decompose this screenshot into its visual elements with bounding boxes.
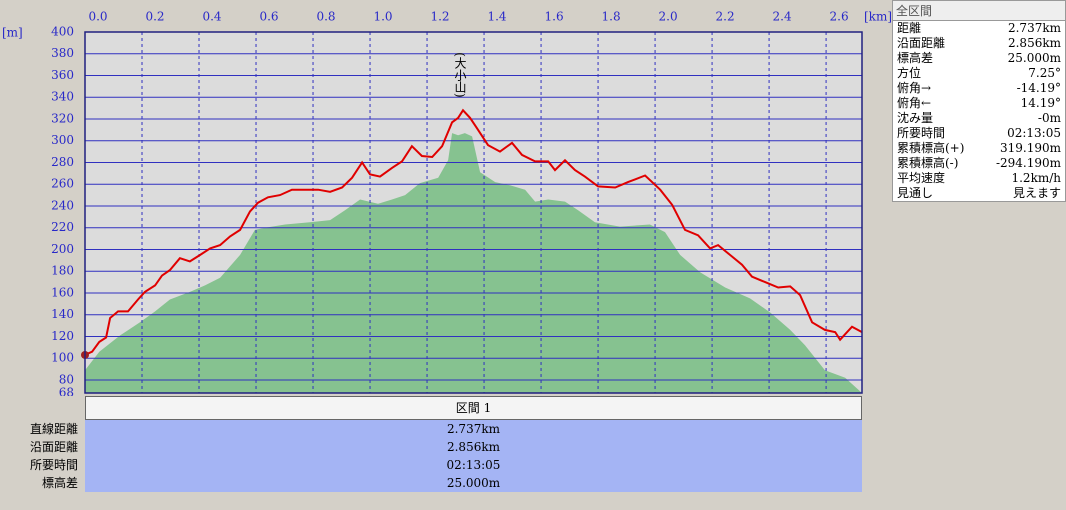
panel-label: 沈み量 xyxy=(897,111,934,125)
y-tick-label: 68 xyxy=(59,386,74,397)
x-tick-label: 0.4 xyxy=(202,10,221,24)
x-tick-label: 1.0 xyxy=(373,10,392,24)
y-tick-label: 100 xyxy=(51,351,74,365)
y-tick-label: 380 xyxy=(51,46,74,60)
panel-label: 平均速度 xyxy=(897,171,946,185)
panel-value: 25.000m xyxy=(1007,51,1061,65)
x-tick-label: 2.0 xyxy=(659,10,678,24)
panel-value: 1.2km/h xyxy=(1011,171,1061,185)
y-tick-label: 360 xyxy=(51,68,74,82)
x-tick-label: 1.2 xyxy=(430,10,449,24)
panel-label: 累積標高(-) xyxy=(897,156,959,170)
x-tick-label: 2.6 xyxy=(830,10,849,24)
side-panel: 全区間 距離 2.737km 沿面距離 2.856km 標高差 25.000m 方位 7.25°… xyxy=(892,0,1066,202)
panel-value: 2.856km xyxy=(1007,36,1061,50)
table-header: 区間 1 xyxy=(85,396,862,420)
y-tick-label: 260 xyxy=(51,177,74,191)
table-row: 沿面距離 2.856km xyxy=(0,438,864,456)
table-row: 標高差 25.000m xyxy=(0,474,864,492)
panel-title: 全区間 xyxy=(893,1,1065,21)
panel-value: 319.190m xyxy=(999,141,1061,155)
y-tick-label: 400 xyxy=(51,25,74,39)
panel-label: 方位 xyxy=(897,66,922,80)
panel-label: 見通し xyxy=(897,186,934,200)
y-tick-label: 320 xyxy=(51,111,74,125)
panel-row: 沈み量 -0m xyxy=(893,111,1065,126)
panel-value: 02:13:05 xyxy=(1007,126,1061,140)
x-tick-label: 0.8 xyxy=(316,10,335,24)
route-line xyxy=(84,108,863,356)
table-label: 所要時間 xyxy=(29,458,78,472)
panel-value: -14.19° xyxy=(1016,81,1061,95)
x-tick-label: 0.2 xyxy=(145,10,164,24)
x-tick-label: 0.6 xyxy=(259,10,278,24)
panel-label: 俯角← xyxy=(897,96,932,110)
x-tick-label: 0.0 xyxy=(88,10,107,24)
panel-row: 俯角→ -14.19° xyxy=(893,81,1065,96)
panel-label: 俯角→ xyxy=(897,81,932,95)
panel-row: 所要時間 02:13:05 xyxy=(893,126,1065,141)
table-label: 沿面距離 xyxy=(29,440,78,454)
panel-value: 14.19° xyxy=(1020,96,1061,110)
table-value: 2.856km xyxy=(85,438,862,456)
y-tick-label: 200 xyxy=(51,242,74,256)
panel-value: -0m xyxy=(1037,111,1061,125)
x-tick-label: 2.4 xyxy=(773,10,792,24)
panel-label: 所要時間 xyxy=(897,126,946,140)
table-value: 2.737km xyxy=(85,420,862,438)
y-tick-label: 160 xyxy=(51,285,74,299)
x-tick-label: 1.8 xyxy=(602,10,621,24)
panel-label: 距離 xyxy=(897,21,922,35)
y-tick-label: 280 xyxy=(51,155,74,169)
y-tick-label: 120 xyxy=(51,329,74,343)
x-unit: [km] xyxy=(864,10,892,24)
table-label: 直線距離 xyxy=(29,422,78,436)
panel-row: 標高差 25.000m xyxy=(893,51,1065,66)
panel-row: 見通し 見えます xyxy=(893,186,1065,201)
y-tick-label: 300 xyxy=(51,133,74,147)
panel-row: 累積標高(-) -294.190m xyxy=(893,156,1065,171)
table-row: 所要時間 02:13:05 xyxy=(0,456,864,474)
y-tick-label: 140 xyxy=(51,307,74,321)
panel-label: 標高差 xyxy=(897,51,934,65)
table-value: 02:13:05 xyxy=(85,456,862,474)
table-label: 標高差 xyxy=(41,476,78,490)
panel-row: 俯角← 14.19° xyxy=(893,96,1065,111)
panel-value: -294.190m xyxy=(995,156,1061,170)
x-tick-label: 1.6 xyxy=(545,10,564,24)
y-tick-label: 240 xyxy=(51,198,74,212)
panel-label: 累積標高(+) xyxy=(897,141,965,155)
bottom-table: 区間 1 直線距離 2.737km 沿面距離 2.856km 所要時間 02:13:05 標高… xyxy=(0,396,864,492)
y-tick-label: 220 xyxy=(51,220,74,234)
panel-value: 2.737km xyxy=(1007,21,1061,35)
panel-row: 累積標高(+) 319.190m xyxy=(893,141,1065,156)
panel-label: 沿面距離 xyxy=(897,36,946,50)
peak-annotation: (大小山) xyxy=(453,52,467,97)
panel-value: 見えます xyxy=(1012,186,1061,200)
panel-value: 7.25° xyxy=(1028,66,1061,80)
y-unit: [m] xyxy=(2,26,23,40)
table-row: 直線距離 2.737km xyxy=(0,420,864,438)
panel-row: 沿面距離 2.856km xyxy=(893,36,1065,51)
terrain-area xyxy=(85,133,862,393)
panel-row: 距離 2.737km xyxy=(893,21,1065,36)
plot-border xyxy=(84,31,863,394)
panel-row: 平均速度 1.2km/h xyxy=(893,171,1065,186)
y-tick-label: 80 xyxy=(59,372,74,386)
table-value: 25.000m xyxy=(85,474,862,492)
x-tick-label: 2.2 xyxy=(716,10,735,24)
y-tick-label: 340 xyxy=(51,90,74,104)
x-tick-label: 1.4 xyxy=(487,10,506,24)
panel-row: 方位 7.25° xyxy=(893,66,1065,81)
y-tick-label: 180 xyxy=(51,264,74,278)
